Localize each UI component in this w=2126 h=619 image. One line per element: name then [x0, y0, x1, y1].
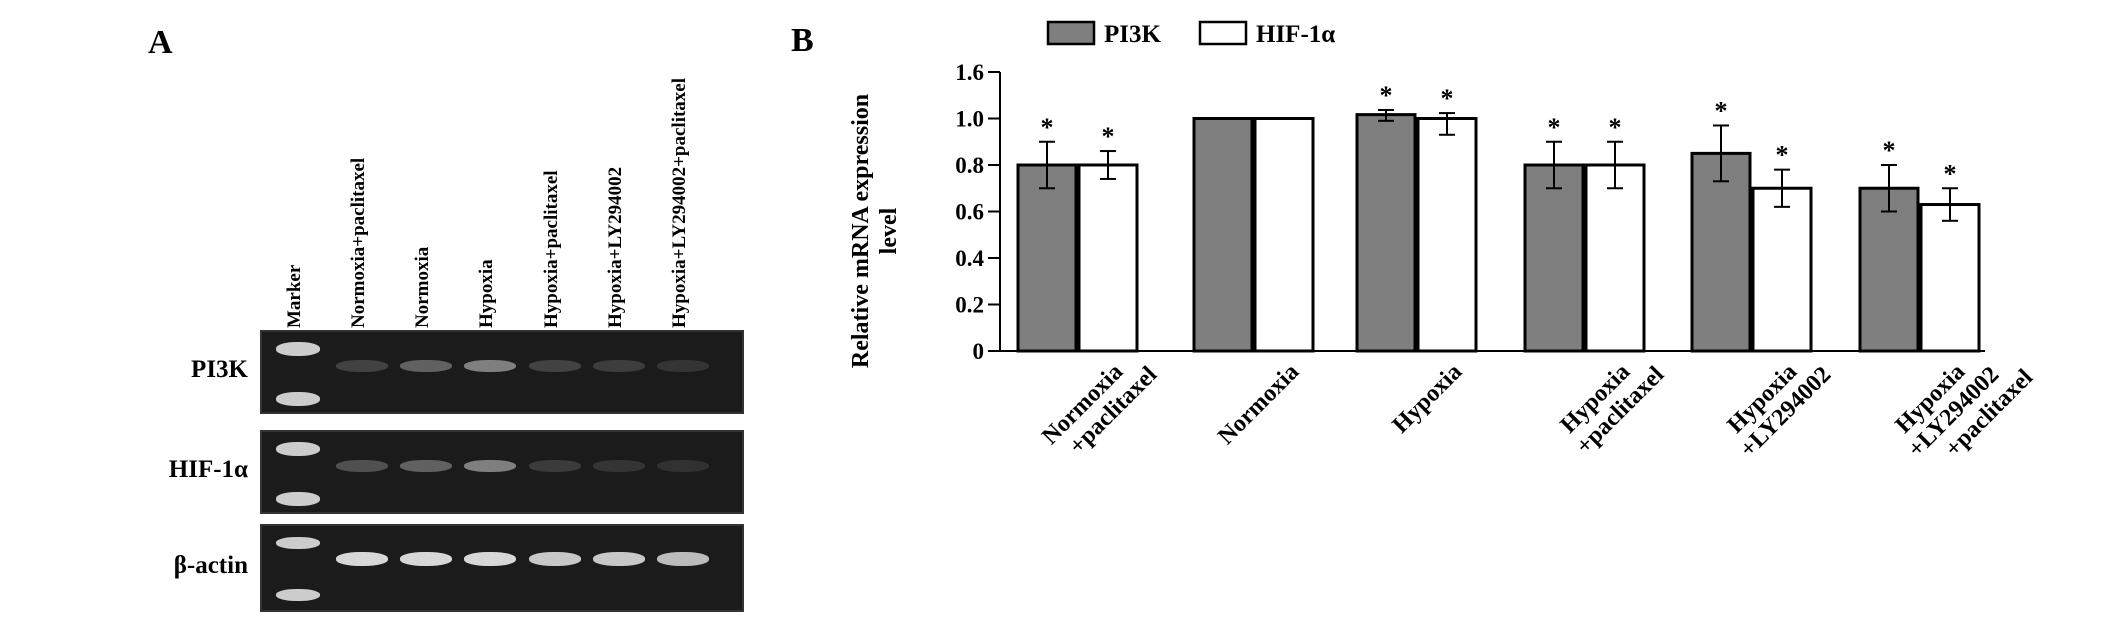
- bar: [1016, 163, 1078, 353]
- sample-band: [657, 460, 709, 472]
- gel-strip: [260, 430, 744, 514]
- bar: [1253, 117, 1315, 353]
- panel-a-letter: A: [148, 24, 173, 61]
- legend-swatch: [1046, 20, 1096, 46]
- marker-band: [276, 392, 320, 407]
- significance-mark: *: [1609, 113, 1622, 142]
- y-tick-label: 0.2: [955, 293, 984, 318]
- sample-band: [400, 360, 452, 372]
- gel-row-label: β-actin: [173, 552, 248, 579]
- gel-strip: [260, 524, 744, 612]
- sample-band: [464, 360, 516, 372]
- sample-band: [464, 460, 516, 472]
- sample-band: [529, 460, 581, 472]
- significance-mark: *: [1776, 141, 1789, 170]
- sample-band: [464, 552, 516, 566]
- panel-b-letter: B: [791, 22, 814, 59]
- sample-band: [336, 460, 388, 472]
- x-category-label: Normoxia: [1213, 359, 1304, 450]
- sample-band: [336, 552, 388, 566]
- bar: [1355, 113, 1417, 353]
- legend-swatch: [1198, 20, 1248, 46]
- x-category-label: Hypoxia+LY294002: [1717, 343, 1836, 462]
- x-category-label: Hypoxia+paclitaxel: [1553, 343, 1669, 459]
- bar: [1584, 163, 1646, 353]
- bar: [1416, 117, 1478, 353]
- bar: [1523, 163, 1585, 353]
- y-tick-label: 1.6: [955, 60, 984, 85]
- marker-band: [276, 536, 320, 549]
- sample-band: [657, 360, 709, 372]
- gel-row-label: HIF-1α: [168, 456, 248, 483]
- bar: [1192, 117, 1254, 353]
- marker-band: [276, 589, 320, 602]
- sample-band: [657, 552, 709, 566]
- gel-strip: [260, 330, 744, 414]
- y-tick-label: 1.0: [955, 107, 984, 132]
- sample-band: [529, 360, 581, 372]
- significance-mark: *: [1944, 159, 1957, 188]
- significance-mark: *: [1715, 96, 1728, 125]
- bar: [1690, 151, 1752, 353]
- marker-band: [276, 492, 320, 507]
- significance-mark: *: [1883, 136, 1896, 165]
- significance-mark: *: [1102, 122, 1115, 151]
- y-tick-label: 0: [973, 339, 985, 364]
- y-tick-label: 0.6: [955, 200, 984, 225]
- sample-band: [593, 460, 645, 472]
- bar: [1077, 163, 1139, 353]
- y-tick-label: 0.8: [955, 153, 984, 178]
- sample-band: [400, 460, 452, 472]
- sample-band: [593, 360, 645, 372]
- sample-band: [336, 360, 388, 372]
- bar: [1919, 203, 1981, 353]
- x-category-label: Normoxia+paclitaxel: [1037, 343, 1162, 468]
- legend-label: HIF-1α: [1256, 21, 1335, 48]
- bar: [1751, 186, 1813, 353]
- y-axis-label: Relative mRNA expressionlevel: [848, 94, 902, 368]
- significance-mark: *: [1041, 113, 1054, 142]
- x-category-label: Hypoxia: [1388, 359, 1468, 439]
- y-tick-label: 0.4: [955, 246, 984, 271]
- bar: [1858, 186, 1920, 353]
- significance-mark: *: [1441, 84, 1454, 113]
- sample-band: [400, 552, 452, 566]
- significance-mark: *: [1380, 81, 1393, 110]
- significance-mark: *: [1548, 113, 1561, 142]
- sample-band: [593, 552, 645, 566]
- sample-band: [529, 552, 581, 566]
- legend-label: PI3K: [1104, 21, 1162, 48]
- gel-row-label: PI3K: [191, 356, 248, 383]
- marker-band: [276, 342, 320, 357]
- marker-band: [276, 442, 320, 457]
